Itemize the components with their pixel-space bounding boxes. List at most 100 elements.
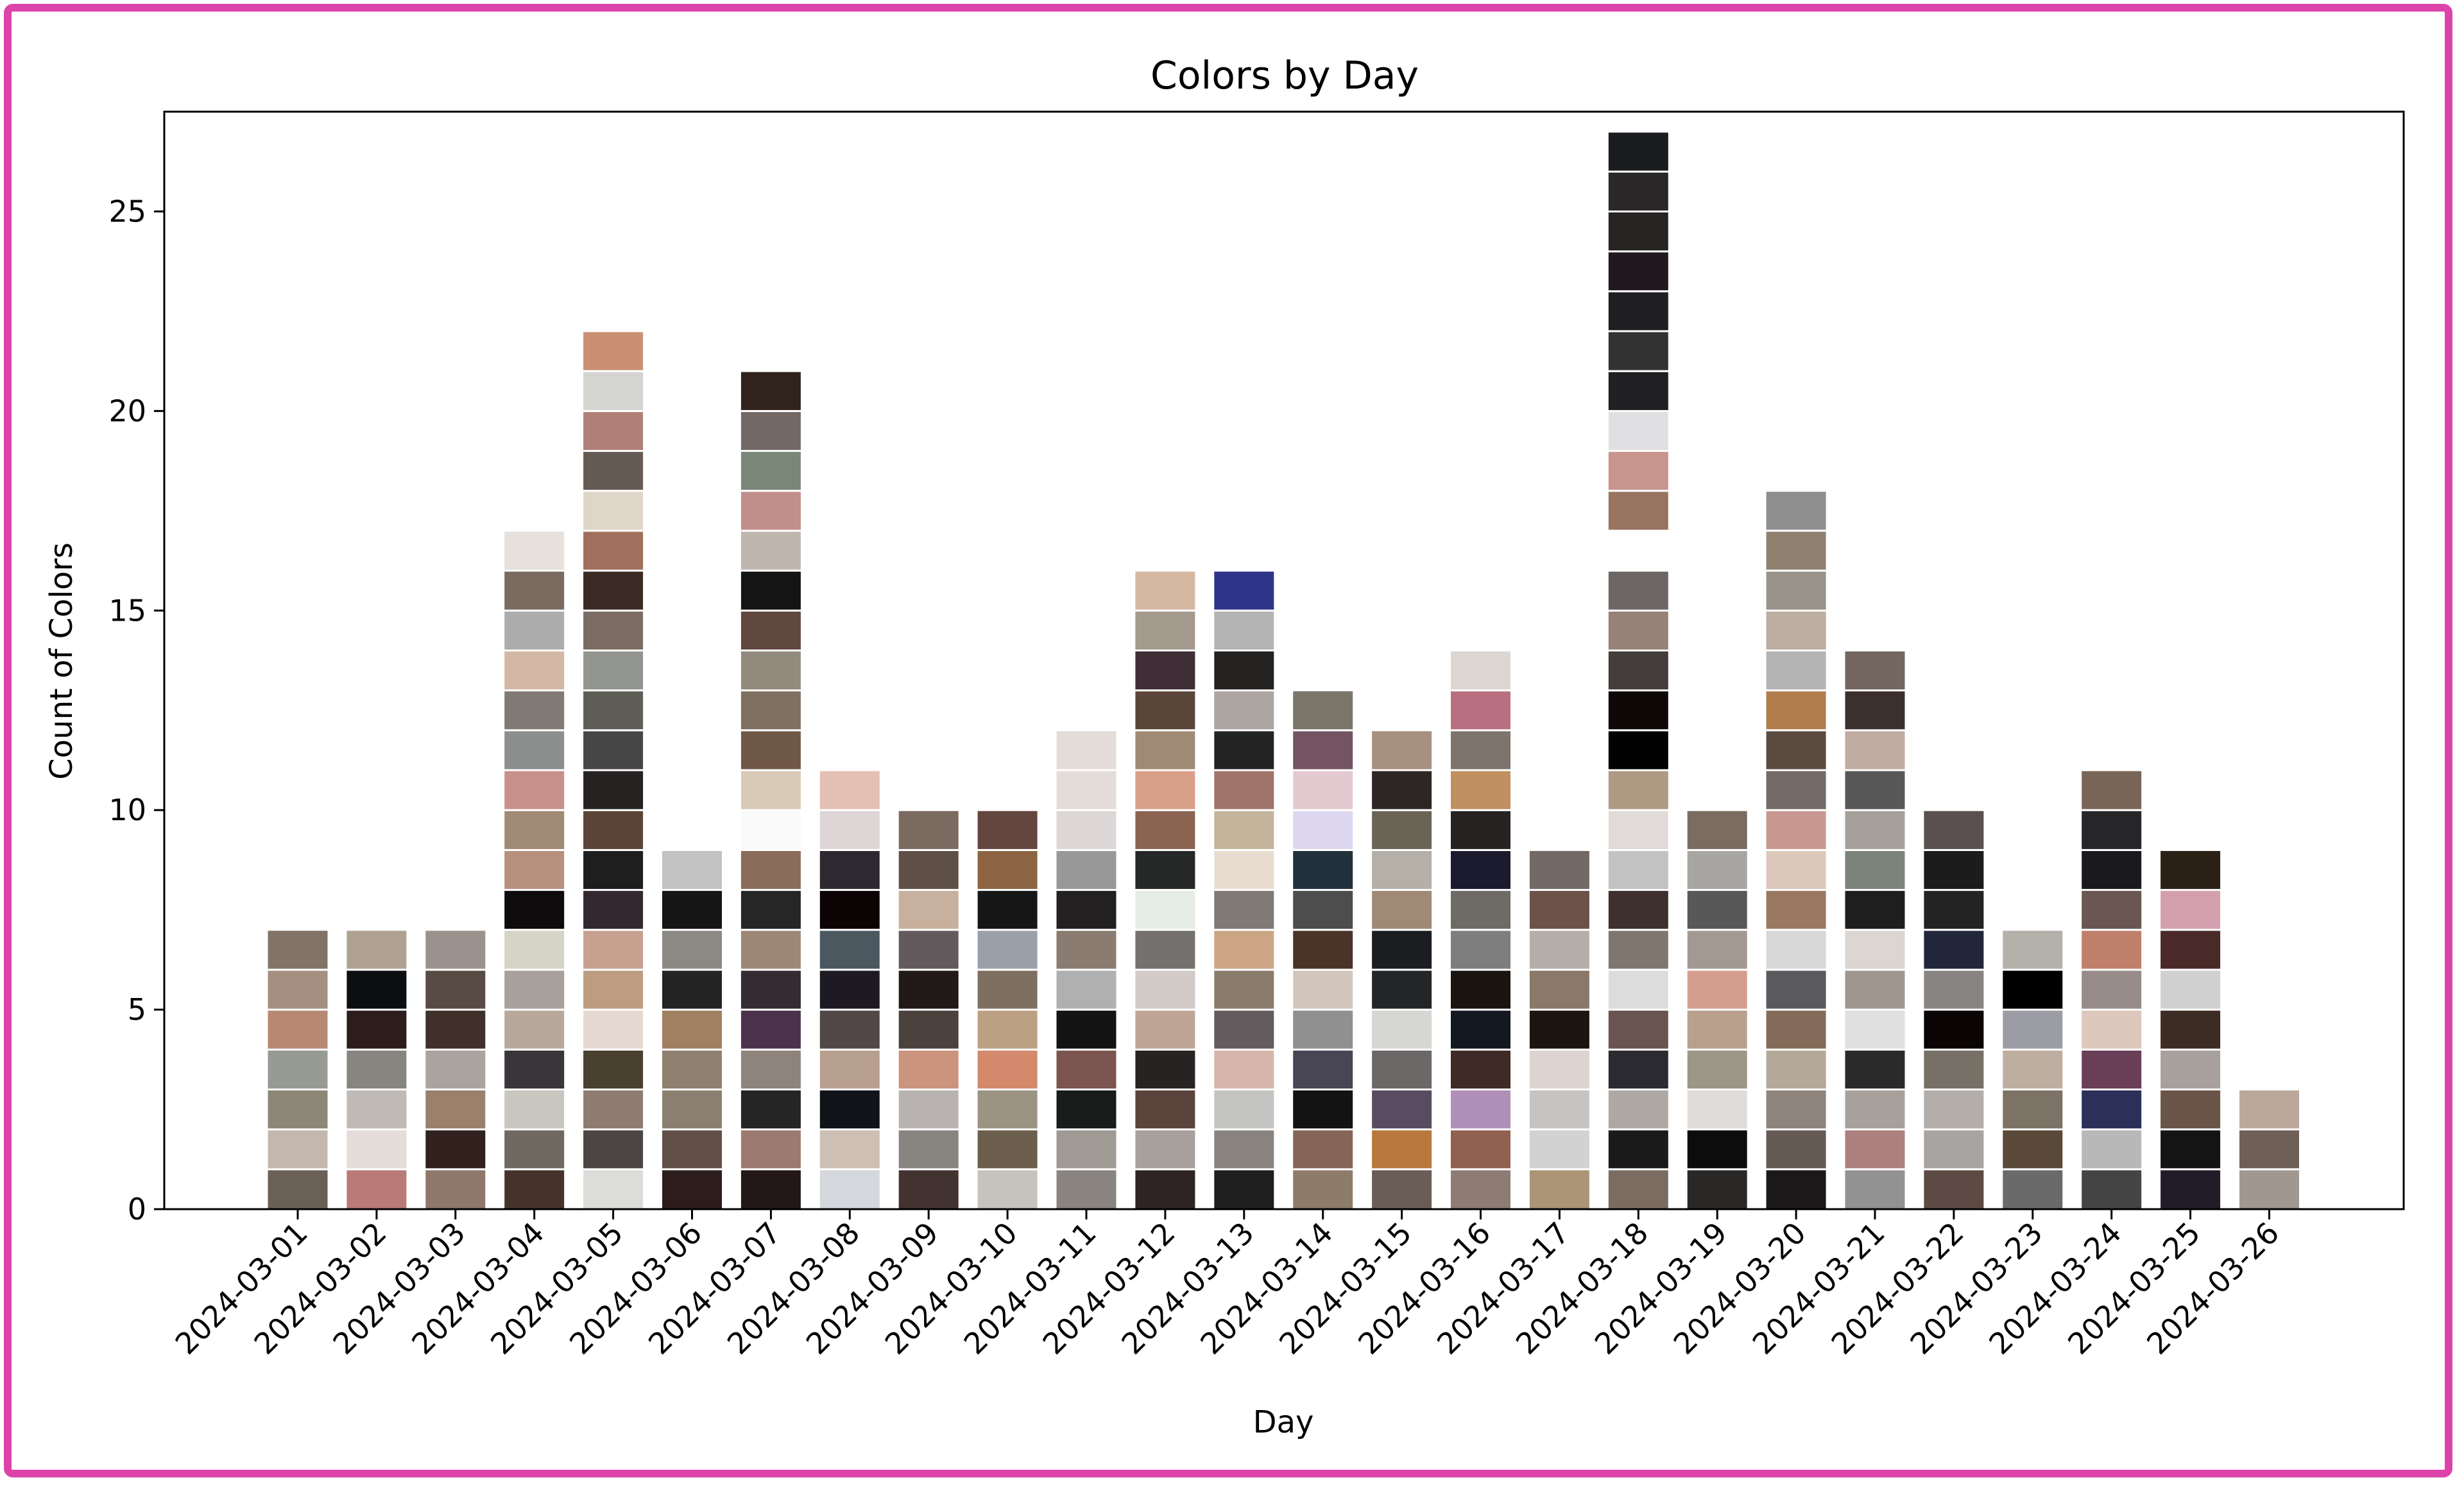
bar-cell (2080, 1168, 2144, 1210)
bar-cell (1133, 889, 1197, 931)
bar-cell (581, 729, 646, 771)
bar-cell (739, 1168, 803, 1210)
bar-cell (1843, 769, 1907, 811)
bar-cell (1922, 1168, 1986, 1210)
bar-cell (581, 809, 646, 851)
bar-2024-03-02 (345, 929, 409, 1210)
bar-cell (1843, 1128, 1907, 1171)
bar-cell (2159, 1089, 2223, 1131)
bar-cell (2237, 1128, 2301, 1171)
bar-2024-03-20 (1764, 490, 1828, 1210)
bar-cell (975, 848, 1040, 891)
bar-cell (1843, 848, 1907, 891)
bar-cell (896, 809, 961, 851)
bar-cell (1764, 729, 1828, 771)
bar-cell (1133, 929, 1197, 971)
bar-cell (1133, 689, 1197, 732)
bar-cell (1606, 170, 1670, 212)
bar-cell (896, 848, 961, 891)
bar-cell (502, 650, 567, 692)
bar-cell (1527, 848, 1591, 891)
bar-cell (2001, 1089, 2065, 1131)
bar-cell (2001, 1168, 2065, 1210)
bar-cell (1606, 409, 1670, 452)
bar-cell (1843, 729, 1907, 771)
bar-cell (896, 968, 961, 1011)
bar-cell (660, 929, 724, 971)
bar-cell (266, 1048, 330, 1091)
bar-cell (1764, 769, 1828, 811)
bar-cell (2159, 929, 2223, 971)
bar-cell (1212, 689, 1276, 732)
bar-cell (1054, 929, 1118, 971)
bar-cell (1843, 889, 1907, 931)
bar-cell (1764, 490, 1828, 532)
bar-cell (1527, 968, 1591, 1011)
bar-cell (581, 529, 646, 572)
bar-cell (345, 929, 409, 971)
bar-cell (581, 929, 646, 971)
bar-cell (345, 1168, 409, 1210)
bar-cell (424, 1128, 488, 1171)
bar-cell (739, 809, 803, 851)
bar-cell (1922, 1008, 1986, 1051)
bar-cell (1606, 769, 1670, 811)
bar-cell (581, 370, 646, 412)
bar-cell (1685, 1128, 1749, 1171)
bar-cell (1370, 1048, 1434, 1091)
bar-cell (1449, 1128, 1512, 1171)
bar-cell (1449, 1008, 1512, 1051)
bar-cell (581, 490, 646, 532)
bar-cell (345, 1048, 409, 1091)
bar-cell (2080, 769, 2144, 811)
bar-cell (975, 929, 1040, 971)
bar-cell (1054, 1008, 1118, 1051)
bar-cell (1133, 968, 1197, 1011)
bar-cell (1291, 889, 1355, 931)
y-tick-label: 25 (108, 194, 146, 228)
bar-cell (502, 1089, 567, 1131)
y-ticks-layer: 0 5 10 15 20 25 (108, 194, 164, 1226)
bar-cell (1212, 609, 1276, 651)
bar-cell (502, 1048, 567, 1091)
bar-cell (1212, 968, 1276, 1011)
bar-cell (817, 769, 882, 811)
bar-cell (896, 929, 961, 971)
bar-cell (1922, 968, 1986, 1011)
bar-cell (1606, 1128, 1670, 1171)
bar-cell (1291, 1048, 1355, 1091)
bar-cell (1212, 889, 1276, 931)
bar-cell (581, 889, 646, 931)
bar-cell (1843, 929, 1907, 971)
bar-cell (581, 450, 646, 492)
bar-2024-03-03 (424, 929, 488, 1210)
bar-cell (1606, 250, 1670, 293)
bar-cell (1764, 929, 1828, 971)
bar-cell (1922, 1089, 1986, 1131)
bar-cell (1370, 1089, 1434, 1131)
bar-cell (1054, 1048, 1118, 1091)
bar-cell (2237, 1089, 2301, 1131)
bar-cell (660, 1008, 724, 1051)
bar-cell (2080, 968, 2144, 1011)
bar-cell (581, 1089, 646, 1131)
y-tick-label: 0 (128, 1192, 146, 1226)
bar-cell (1606, 689, 1670, 732)
bar-2024-03-12 (1133, 569, 1197, 1210)
y-tick-label: 15 (108, 593, 146, 628)
y-tick-label: 5 (128, 992, 146, 1027)
bar-cell (266, 929, 330, 971)
bar-cell (2159, 889, 2223, 931)
bar-cell (1764, 650, 1828, 692)
bar-cell (502, 609, 567, 651)
bars-layer (266, 130, 2301, 1210)
bar-cell (739, 370, 803, 412)
y-tick-label: 10 (108, 793, 146, 827)
bar-cell (581, 848, 646, 891)
y-tick-label: 20 (108, 393, 146, 428)
bar-cell (1054, 848, 1118, 891)
bar-cell (1212, 1128, 1276, 1171)
bar-cell (817, 1048, 882, 1091)
bar-cell (1054, 968, 1118, 1011)
